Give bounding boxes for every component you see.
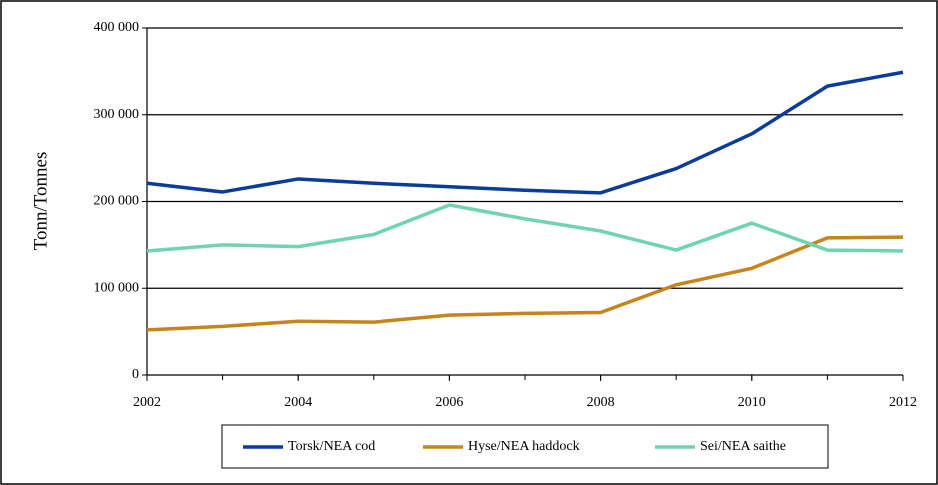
data-line: [146, 235, 904, 332]
y-tick-label: 200 000: [94, 194, 140, 209]
legend-box: [221, 424, 829, 469]
y-tick-label: 0: [132, 367, 139, 382]
y-tick-label: 300 000: [94, 107, 140, 122]
legend-label: Hyse/NEA haddock: [468, 439, 580, 454]
x-tick-label: 2006: [435, 395, 463, 410]
data-line: [146, 203, 904, 253]
data-line: [146, 70, 904, 195]
y-tick-label: 400 000: [94, 20, 140, 35]
x-tick-label: 2010: [738, 395, 766, 410]
legend-label: Sei/NEA saithe: [700, 439, 786, 454]
y-axis-label: Tonn/Tonnes: [30, 152, 51, 251]
legend-label: Torsk/NEA cod: [288, 439, 375, 454]
y-tick-label: 100 000: [94, 280, 140, 295]
x-tick-label: 2012: [889, 395, 917, 410]
x-tick-label: 2008: [587, 395, 615, 410]
x-tick-label: 2002: [133, 395, 161, 410]
x-tick-label: 2004: [284, 395, 312, 410]
